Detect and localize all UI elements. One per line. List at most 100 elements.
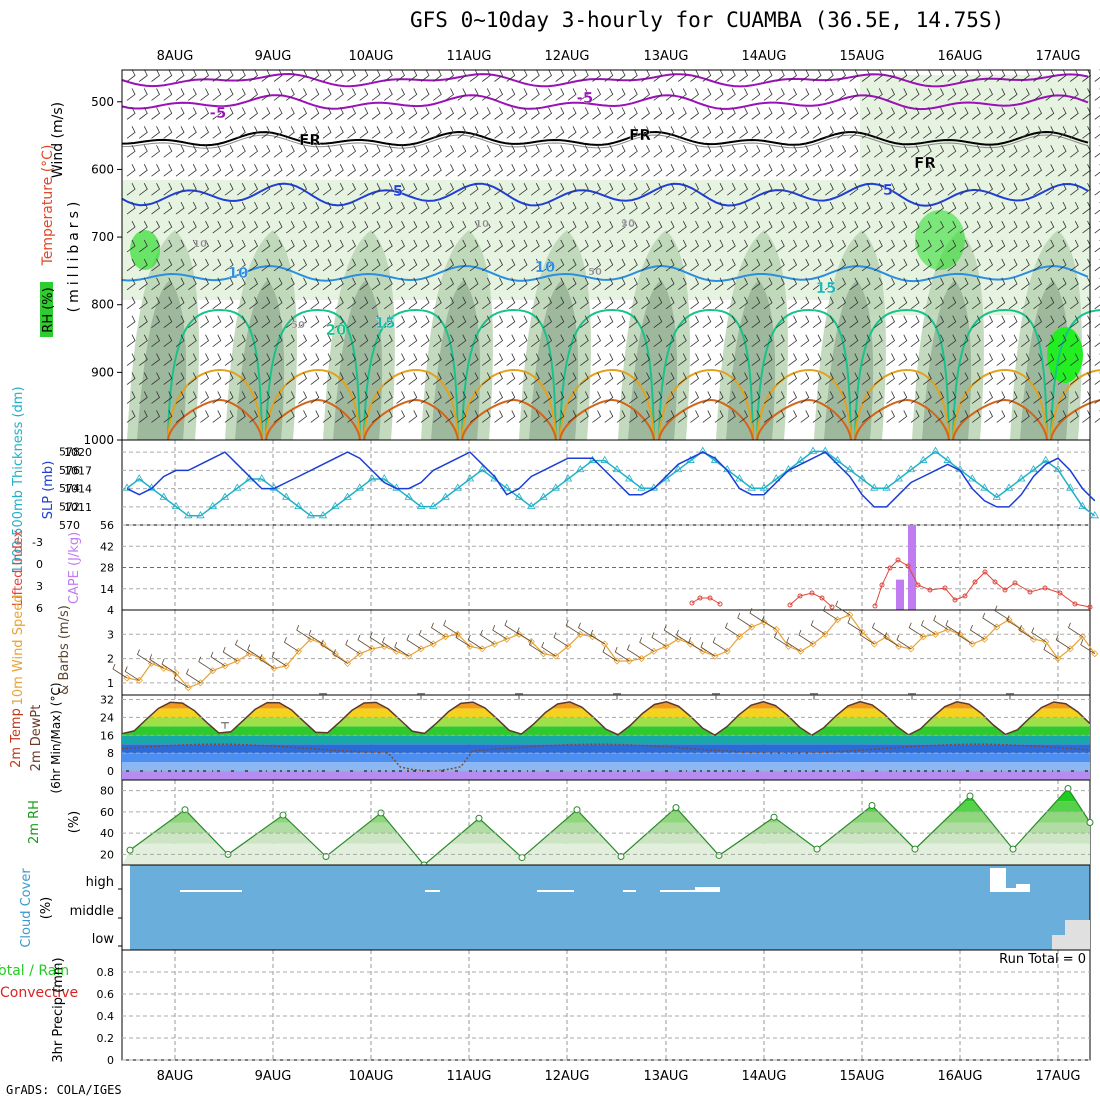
- wind-barb: [482, 182, 491, 196]
- wind-barb: [200, 220, 210, 234]
- wind-barb: [261, 126, 271, 139]
- wind-barb: [604, 239, 614, 253]
- wind-barb: [886, 410, 896, 423]
- wind-barb: [322, 145, 332, 158]
- wind-barb: [678, 353, 687, 366]
- wind-barb: [788, 372, 798, 385]
- wind-barb: [653, 69, 663, 82]
- wind-barb: [959, 145, 969, 158]
- wind-barb: [788, 296, 798, 310]
- wind-barb: [249, 372, 259, 385]
- wind-barb: [1070, 220, 1079, 234]
- wind-barb: [298, 391, 308, 404]
- wind-barb: [261, 391, 271, 404]
- wind-barb: [126, 391, 136, 404]
- wind-barb: [972, 126, 981, 139]
- wind-barb: [433, 107, 442, 120]
- wind-speed-marker: [380, 642, 388, 650]
- wind-barb: [1045, 296, 1055, 310]
- thickness-line-marker: [502, 483, 511, 491]
- wind-barb-10m: [529, 639, 544, 655]
- wind-barb: [812, 353, 822, 366]
- wind-barb: [126, 220, 136, 234]
- wind-barb: [163, 334, 173, 347]
- wind-barb: [433, 258, 442, 272]
- wind-barb: [151, 391, 161, 404]
- wind-barb: [469, 353, 479, 366]
- wind-barb: [567, 391, 577, 404]
- wind-barb: [580, 164, 589, 177]
- wind-barb: [457, 410, 467, 423]
- wind-barb: [739, 353, 749, 366]
- wind-barb: [126, 182, 136, 196]
- wind-barb: [188, 69, 197, 82]
- wind-barb: [788, 391, 798, 404]
- wind-barb: [972, 182, 981, 196]
- wind-barb: [249, 353, 259, 366]
- wind-barb: [984, 334, 994, 347]
- wind-barb: [886, 391, 896, 404]
- wind-barb: [482, 69, 491, 82]
- rh-tick-label: 80: [100, 785, 114, 798]
- wind-barb: [665, 88, 675, 101]
- wind-barb: [273, 239, 283, 253]
- wind-barb: [653, 107, 663, 120]
- rh-shade-dark: [137, 280, 187, 440]
- wind-barb: [947, 372, 957, 385]
- wind-barb: [788, 182, 798, 196]
- wind-barb: [898, 182, 908, 196]
- rh-legend-swatch: [40, 282, 53, 337]
- wind-barb: [126, 126, 136, 139]
- wind-barb: [837, 391, 847, 404]
- wind-barb: [359, 69, 369, 82]
- wind-barb: [580, 391, 589, 404]
- wind-barb: [469, 258, 479, 272]
- wind-speed-marker: [613, 657, 621, 665]
- wind-barb: [494, 372, 504, 385]
- temp-max-marker: [221, 722, 229, 729]
- wind-barb-10m: [198, 656, 213, 672]
- wind-barb: [273, 69, 283, 82]
- wind-barb: [984, 201, 994, 215]
- wind-barb: [359, 410, 369, 423]
- temp-tick-label: 8: [107, 747, 114, 760]
- wind-barb: [1045, 201, 1055, 215]
- wind-barb: [776, 69, 785, 82]
- rh-shade-dark: [333, 280, 383, 440]
- precip-tick-label: 0.6: [97, 988, 115, 1001]
- lifted-index-line-marker: [905, 563, 911, 569]
- wind-barb: [727, 88, 736, 101]
- wind-barb: [800, 201, 810, 215]
- wind-barb: [592, 201, 602, 215]
- rh-shade-bright: [915, 210, 965, 270]
- wind-barb: [935, 182, 945, 196]
- wind-speed-marker: [576, 630, 584, 638]
- wind-speed-marker: [172, 669, 180, 677]
- wind-barb: [849, 182, 859, 196]
- wind-barb: [616, 334, 626, 347]
- wind-barb: [861, 107, 871, 120]
- wind-barb: [580, 334, 589, 347]
- wind-barb: [298, 277, 308, 291]
- wind-barb: [273, 277, 283, 291]
- wind-barb: [212, 277, 222, 291]
- wind-barb: [763, 372, 773, 385]
- wind-speed-marker: [294, 647, 303, 655]
- rh-tick-label: 20: [100, 848, 114, 861]
- isotherm-label: 50: [291, 320, 305, 331]
- wind-barb: [751, 88, 761, 101]
- wind-barb: [641, 410, 651, 423]
- wind-barb: [249, 315, 259, 329]
- wind-barb: [494, 145, 504, 158]
- wind-barb: [469, 296, 479, 310]
- wind-barb: [347, 277, 357, 291]
- wind-barb: [188, 107, 197, 120]
- thickness-line-marker: [135, 474, 144, 482]
- wind-barb-10m: [516, 627, 532, 642]
- wind-barb: [874, 296, 883, 310]
- wind-barb: [996, 296, 1006, 310]
- page-title: GFS 0~10day 3-hourly for CUAMBA (36.5E, …: [410, 8, 1005, 32]
- wind-barb: [273, 145, 283, 158]
- wind-barb: [898, 88, 908, 101]
- wind-barb: [188, 239, 197, 253]
